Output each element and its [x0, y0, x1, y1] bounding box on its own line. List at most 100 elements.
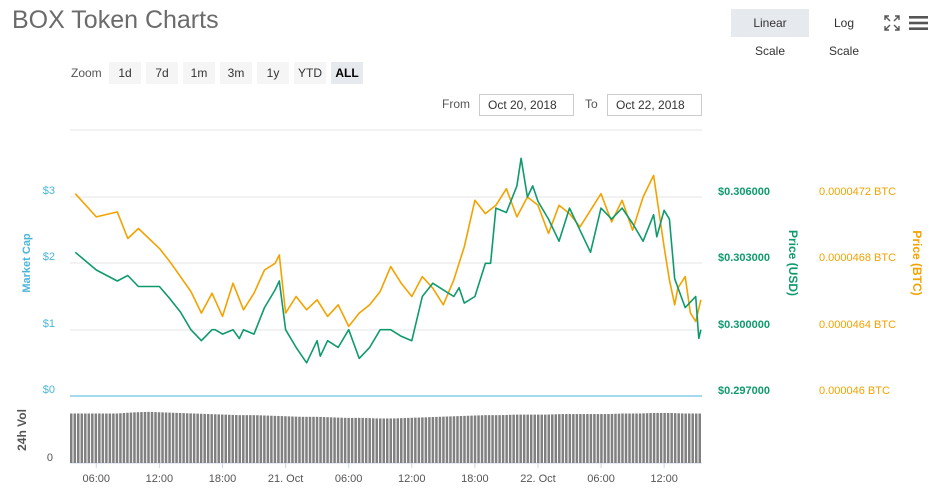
market-cap-tick-label: $3 — [43, 185, 55, 197]
volume-bar — [129, 412, 133, 463]
volume-bar — [565, 414, 568, 463]
volume-bar — [684, 413, 687, 463]
market-cap-tick-label: $0 — [43, 384, 55, 396]
volume-bar — [298, 416, 301, 463]
volume-bar — [677, 413, 680, 463]
volume-bar — [649, 413, 652, 463]
volume-bar — [659, 412, 663, 463]
usd-tick-label: $0.303000 — [718, 252, 770, 264]
usd-price-series-line — [74, 157, 702, 364]
volume-bar — [80, 413, 84, 463]
volume-bar — [417, 417, 421, 463]
volume-bar — [407, 417, 410, 463]
volume-bar — [480, 415, 484, 463]
volume-bar — [368, 418, 371, 463]
volume-bar — [635, 413, 638, 463]
volume-bar — [301, 416, 305, 463]
volume-bar — [182, 413, 185, 463]
x-tick-label: 18:00 — [209, 473, 237, 485]
volume-bar — [396, 418, 400, 463]
volume-bar — [428, 417, 431, 463]
volume-bar — [631, 413, 635, 463]
usd-tick-label: $0.300000 — [718, 319, 770, 331]
volume-bar — [217, 414, 220, 463]
to-date-input[interactable]: Oct 22, 2018 — [607, 94, 702, 116]
volume-axis-label: 24h Vol — [15, 409, 29, 451]
volume-bar — [558, 414, 561, 463]
from-label: From — [442, 97, 470, 111]
zoom-7d-button[interactable]: 7d — [146, 62, 178, 84]
volume-bar — [249, 415, 252, 463]
menu-icon[interactable] — [909, 15, 928, 31]
volume-bar — [196, 413, 199, 463]
volume-bar — [466, 415, 470, 463]
volume-bar — [168, 412, 171, 463]
volume-bar — [617, 413, 621, 463]
volume-bar — [484, 415, 487, 463]
volume-bar — [361, 417, 364, 463]
x-tick-label: 18:00 — [461, 473, 489, 485]
volume-bar — [347, 417, 350, 463]
volume-bar — [280, 416, 284, 463]
zoom-1y-button[interactable]: 1y — [257, 62, 289, 84]
zoom-all-button[interactable]: ALL — [331, 62, 363, 84]
volume-bar — [126, 412, 129, 463]
volume-bar — [294, 416, 298, 463]
zoom-label: Zoom — [71, 66, 102, 80]
volume-bar — [175, 412, 178, 463]
usd-tick-label: $0.297000 — [718, 385, 770, 397]
linear-scale-button[interactable]: Linear Scale — [731, 9, 809, 58]
zoom-1m-button[interactable]: 1m — [183, 62, 215, 84]
volume-bar — [256, 415, 259, 463]
volume-bar — [663, 412, 666, 463]
fullscreen-icon[interactable] — [884, 15, 900, 31]
volume-bar — [382, 418, 385, 463]
volume-bar — [459, 416, 463, 463]
volume-bar — [84, 413, 87, 463]
zoom-ytd-button[interactable]: YTD — [294, 62, 326, 84]
volume-bar — [403, 418, 407, 463]
zoom-1d-button[interactable]: 1d — [109, 62, 141, 84]
volume-bar — [533, 414, 536, 463]
volume-bar — [593, 414, 596, 463]
volume-bar — [245, 415, 249, 463]
volume-bar — [77, 413, 80, 463]
volume-bar — [94, 413, 98, 463]
volume-bar — [357, 417, 361, 463]
volume-bar — [266, 415, 270, 463]
volume-bar — [364, 418, 368, 463]
volume-bar — [259, 415, 263, 463]
volume-bar — [544, 414, 547, 463]
x-tick-label: 12:00 — [398, 473, 426, 485]
volume-bar — [231, 414, 235, 463]
volume-bar — [147, 411, 150, 463]
volume-bar — [586, 414, 589, 463]
volume-bar — [551, 414, 554, 463]
volume-bar — [157, 412, 161, 463]
zoom-3m-button[interactable]: 3m — [220, 62, 252, 84]
btc-axis-label: Price (BTC) — [910, 230, 924, 295]
log-scale-button[interactable]: Log Scale — [828, 16, 860, 58]
volume-bar — [610, 413, 614, 463]
volume-bar — [656, 412, 659, 463]
volume-bar — [371, 418, 375, 463]
volume-bar — [512, 414, 515, 463]
volume-bar — [343, 417, 347, 463]
volume-bar — [582, 414, 586, 463]
btc-price-series-line — [74, 174, 702, 328]
volume-bar — [473, 415, 477, 463]
page-title: BOX Token Charts — [12, 6, 219, 34]
volume-bar — [431, 417, 435, 463]
volume-bar — [579, 414, 582, 463]
btc-tick-label: 0.0000468 BTC — [819, 252, 896, 264]
to-label: To — [585, 97, 598, 111]
volume-bar — [329, 417, 333, 463]
volume-bar — [235, 415, 238, 463]
volume-bar — [522, 414, 526, 463]
volume-bar — [463, 415, 466, 463]
from-date-input[interactable]: Oct 20, 2018 — [479, 94, 574, 116]
volume-bar — [652, 412, 656, 463]
volume-bar — [277, 415, 280, 463]
volume-bar — [199, 413, 203, 463]
